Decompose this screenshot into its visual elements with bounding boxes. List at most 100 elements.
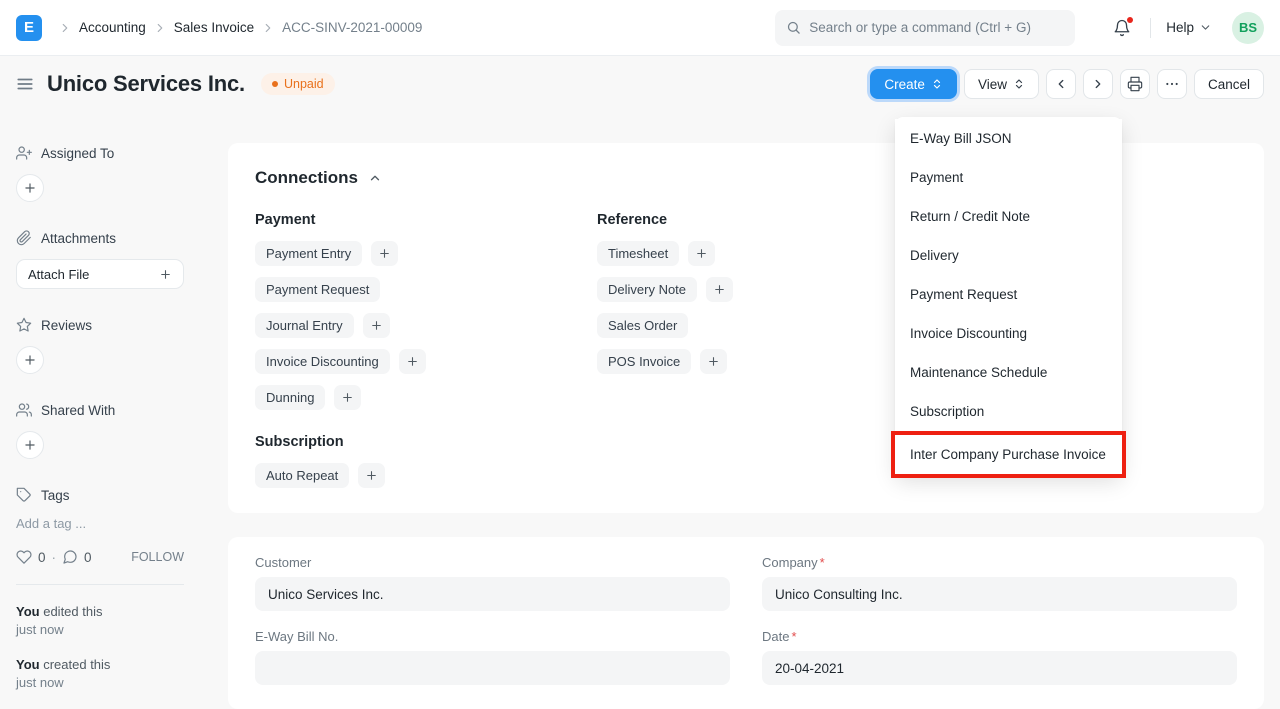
activity-actor: You <box>16 657 40 672</box>
menu-item-return-credit-note[interactable]: Return / Credit Note <box>895 197 1122 236</box>
status-badge: Unpaid <box>260 73 335 95</box>
chevron-up-icon <box>368 171 382 185</box>
reference-group-title: Reference <box>597 212 668 228</box>
menu-item-payment[interactable]: Payment <box>895 158 1122 197</box>
add-payment-entry-button[interactable] <box>371 241 399 266</box>
previous-document-button[interactable] <box>1045 69 1076 99</box>
subscription-group-title: Subscription <box>255 434 344 450</box>
hamburger-icon[interactable] <box>16 75 34 93</box>
help-menu[interactable]: Help <box>1166 20 1212 35</box>
create-button[interactable]: Create <box>870 69 957 99</box>
activity-time: just now <box>16 622 64 637</box>
tag-icon <box>16 487 32 503</box>
tags-label: Tags <box>41 487 70 503</box>
next-document-button[interactable] <box>1082 69 1113 99</box>
search-input[interactable] <box>809 20 1065 35</box>
users-icon <box>16 402 32 418</box>
breadcrumb-accounting[interactable]: Accounting <box>79 20 146 35</box>
link-pos-invoice[interactable]: POS Invoice <box>597 349 692 374</box>
plus-icon <box>159 268 172 281</box>
add-share-button[interactable] <box>16 431 44 459</box>
app-logo[interactable]: E <box>16 14 42 41</box>
attach-file-button[interactable]: Attach File <box>16 259 184 289</box>
view-button-label: View <box>977 76 1007 92</box>
eway-bill-input[interactable] <box>255 651 730 685</box>
heart-icon[interactable] <box>16 549 32 565</box>
activity-edited: You edited this just now <box>16 603 184 639</box>
assigned-to-section: Assigned To <box>16 145 212 202</box>
company-input[interactable] <box>762 577 1237 611</box>
payment-group-title: Payment <box>255 212 316 228</box>
company-field-group: Company * <box>762 555 1237 611</box>
company-label: Company * <box>762 555 825 570</box>
menu-item-payment-request[interactable]: Payment Request <box>895 275 1122 314</box>
app-logo-letter: E <box>23 19 34 36</box>
add-delivery-note-button[interactable] <box>706 277 734 302</box>
link-journal-entry[interactable]: Journal Entry <box>255 313 354 338</box>
page-header: Unico Services Inc. Unpaid Create View <box>0 56 1280 112</box>
shared-with-label: Shared With <box>41 402 116 418</box>
menu-item-inter-company-purchase-invoice[interactable]: Inter Company Purchase Invoice <box>895 435 1122 474</box>
link-timesheet[interactable]: Timesheet <box>597 241 680 266</box>
menu-item-eway-bill-json[interactable]: E-Way Bill JSON <box>895 119 1122 158</box>
avatar-initials: BS <box>1238 20 1258 35</box>
comment-count: 0 <box>84 549 92 565</box>
user-plus-icon <box>16 145 32 161</box>
star-icon <box>16 317 32 333</box>
cancel-button[interactable]: Cancel <box>1193 69 1264 99</box>
tags-section: Tags Add a tag ... <box>16 487 212 532</box>
add-pos-invoice-button[interactable] <box>700 349 728 374</box>
menu-item-invoice-discounting[interactable]: Invoice Discounting <box>895 314 1122 353</box>
assigned-to-label: Assigned To <box>41 145 115 161</box>
menu-item-subscription[interactable]: Subscription <box>895 392 1122 431</box>
link-payment-entry[interactable]: Payment Entry <box>255 241 363 266</box>
add-dunning-button[interactable] <box>334 385 362 410</box>
attachments-label: Attachments <box>41 230 117 246</box>
chevron-down-icon <box>1199 21 1212 34</box>
link-delivery-note[interactable]: Delivery Note <box>597 277 698 302</box>
add-auto-repeat-button[interactable] <box>358 463 386 488</box>
link-payment-request[interactable]: Payment Request <box>255 277 381 302</box>
connections-header[interactable]: Connections <box>255 168 1237 188</box>
add-invoice-discounting-button[interactable] <box>398 349 426 374</box>
date-field-group: Date * <box>762 629 1237 685</box>
menu-item-delivery[interactable]: Delivery <box>895 236 1122 275</box>
print-button[interactable] <box>1119 69 1150 99</box>
date-input[interactable] <box>762 651 1237 685</box>
status-dot-icon <box>271 81 278 87</box>
breadcrumb-document-id: ACC-SINV-2021-00009 <box>282 20 423 35</box>
notifications-button[interactable] <box>1109 15 1135 41</box>
global-search[interactable] <box>775 9 1076 46</box>
help-label: Help <box>1166 20 1194 35</box>
customer-field-group: Customer <box>255 555 730 611</box>
link-invoice-discounting[interactable]: Invoice Discounting <box>255 349 390 374</box>
sort-icon <box>1013 78 1025 90</box>
page-title: Unico Services Inc. <box>47 71 245 96</box>
comment-icon[interactable] <box>62 549 78 565</box>
chevron-right-icon <box>261 21 275 35</box>
eway-bill-label: E-Way Bill No. <box>255 629 339 644</box>
add-timesheet-button[interactable] <box>688 241 716 266</box>
sidebar-divider <box>16 584 184 585</box>
add-journal-entry-button[interactable] <box>362 313 390 338</box>
add-review-button[interactable] <box>16 346 44 374</box>
customer-input[interactable] <box>255 577 730 611</box>
add-assignment-button[interactable] <box>16 174 44 202</box>
reviews-label: Reviews <box>41 317 93 333</box>
link-auto-repeat[interactable]: Auto Repeat <box>255 463 350 488</box>
invoice-details-card: Customer Company* E-Way Bill No. Date* <box>228 537 1264 709</box>
create-dropdown-menu: E-Way Bill JSON Payment Return / Credit … <box>891 117 1126 478</box>
breadcrumb-sales-invoice[interactable]: Sales Invoice <box>173 20 255 35</box>
shared-with-section: Shared With <box>16 402 212 459</box>
link-dunning[interactable]: Dunning <box>255 385 326 410</box>
add-tag-input[interactable]: Add a tag ... <box>16 516 87 531</box>
view-button[interactable]: View <box>963 69 1039 99</box>
connections-grid: Payment Payment Entry Payment Request Jo… <box>255 212 1237 499</box>
link-sales-order[interactable]: Sales Order <box>597 313 689 338</box>
follow-button[interactable]: FOLLOW <box>131 550 184 564</box>
menu-item-maintenance-schedule[interactable]: Maintenance Schedule <box>895 353 1122 392</box>
navbar-divider <box>1150 17 1152 38</box>
avatar[interactable]: BS <box>1232 11 1264 44</box>
more-actions-button[interactable] <box>1156 69 1187 99</box>
sidebar-footer: 0 · 0 FOLLOW You edited this just now Yo… <box>16 549 184 709</box>
